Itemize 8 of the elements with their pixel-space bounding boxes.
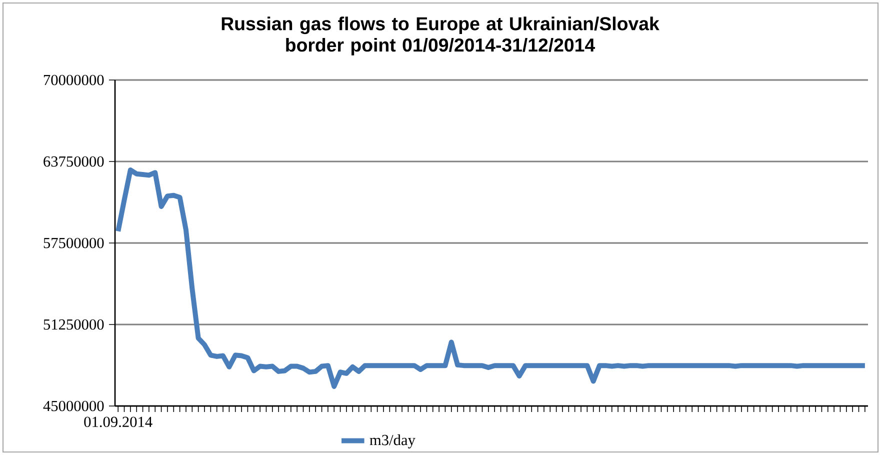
- y-tick-label: 57500000: [44, 238, 104, 248]
- x-tick-label: 01.09.2014: [84, 416, 152, 428]
- y-tick-label: 51250000: [44, 319, 104, 330]
- y-tick-label: 63750000: [44, 156, 104, 167]
- y-tick-label: 70000000: [44, 74, 104, 86]
- legend-label: m3/day: [370, 434, 416, 448]
- y-tick-label: 45000000: [43, 400, 104, 412]
- chart-title: Russian gas flows to Europe at Ukrainian/Slovak border point 01/09/2014-31/12/2014: [222, 16, 660, 56]
